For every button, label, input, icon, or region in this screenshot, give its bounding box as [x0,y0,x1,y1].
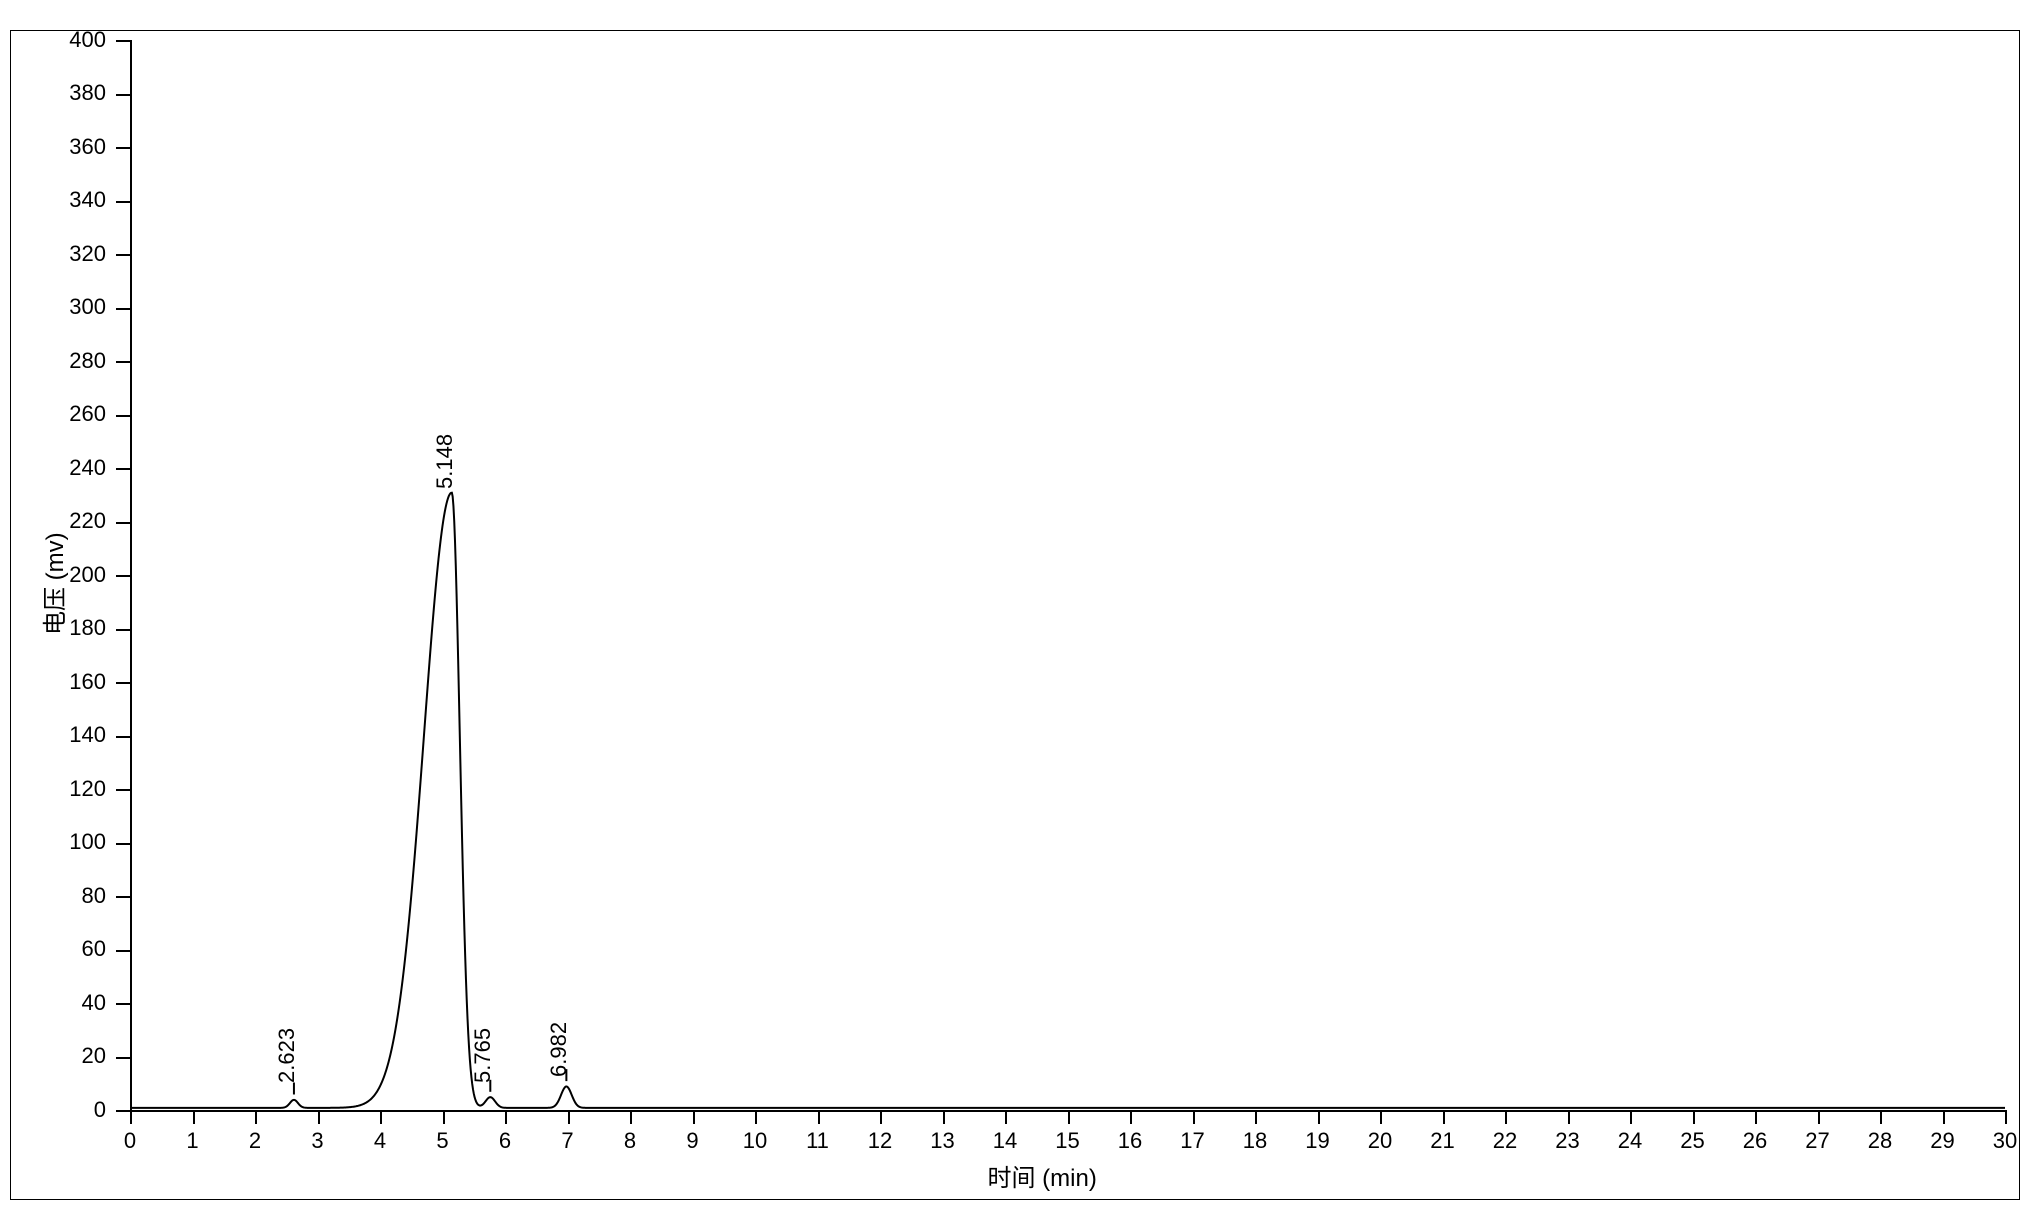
chromatogram-figure: 0204060801001201401601802002202402602803… [0,0,2033,1215]
peak-label: 5.148 [432,434,458,489]
chromatogram-trace [130,493,2005,1108]
peak-label: 6.982 [546,1022,572,1077]
chromatogram-svg [0,0,2033,1215]
peak-label: 2.623 [274,1027,300,1082]
peak-label: 5.765 [470,1027,496,1082]
